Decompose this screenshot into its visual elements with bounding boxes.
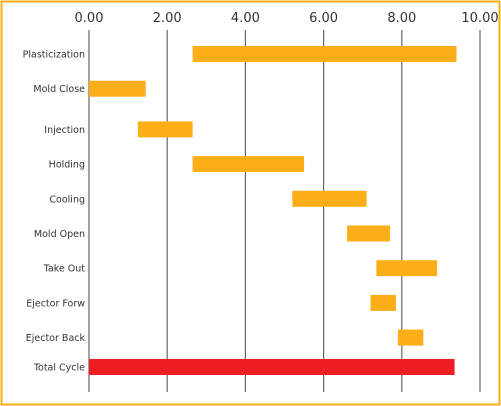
- category-label: Take Out: [43, 264, 86, 275]
- category-label: Mold Open: [34, 229, 85, 240]
- bar-ejector-forw: [370, 294, 396, 311]
- bar-ejector-back: [397, 329, 424, 346]
- category-labels: Plasticization Mold Close Injection Holding…: [23, 50, 86, 374]
- bar-plasticization: [192, 46, 457, 62]
- category-label: Ejector Back: [26, 333, 86, 344]
- x-tick-labels: 0.00 2.00 4.00 6.00 8.00 10.00: [75, 11, 499, 26]
- category-label: Plasticization: [23, 50, 85, 61]
- bar-take-out: [376, 260, 437, 277]
- category-label: Cooling: [49, 194, 85, 205]
- category-label: Holding: [49, 160, 85, 171]
- bar-mold-open: [347, 225, 391, 242]
- bars: [89, 46, 457, 375]
- bar-cooling: [292, 190, 367, 207]
- bar-holding: [192, 156, 305, 173]
- bar-total-cycle: [89, 359, 455, 375]
- category-label: Injection: [44, 125, 85, 136]
- x-tick-label: 10.00: [461, 11, 498, 26]
- category-label: Mold Close: [33, 84, 85, 95]
- x-tick-label: 0.00: [75, 11, 104, 26]
- category-label: Total Cycle: [33, 363, 85, 374]
- bar-mold-close: [89, 80, 146, 97]
- x-tick-label: 6.00: [309, 11, 338, 26]
- x-tick-label: 4.00: [231, 11, 260, 26]
- category-label: Ejector Forw: [26, 298, 85, 309]
- x-tick-label: 8.00: [387, 11, 416, 26]
- x-tick-label: 2.00: [153, 11, 182, 26]
- bar-injection: [137, 121, 193, 138]
